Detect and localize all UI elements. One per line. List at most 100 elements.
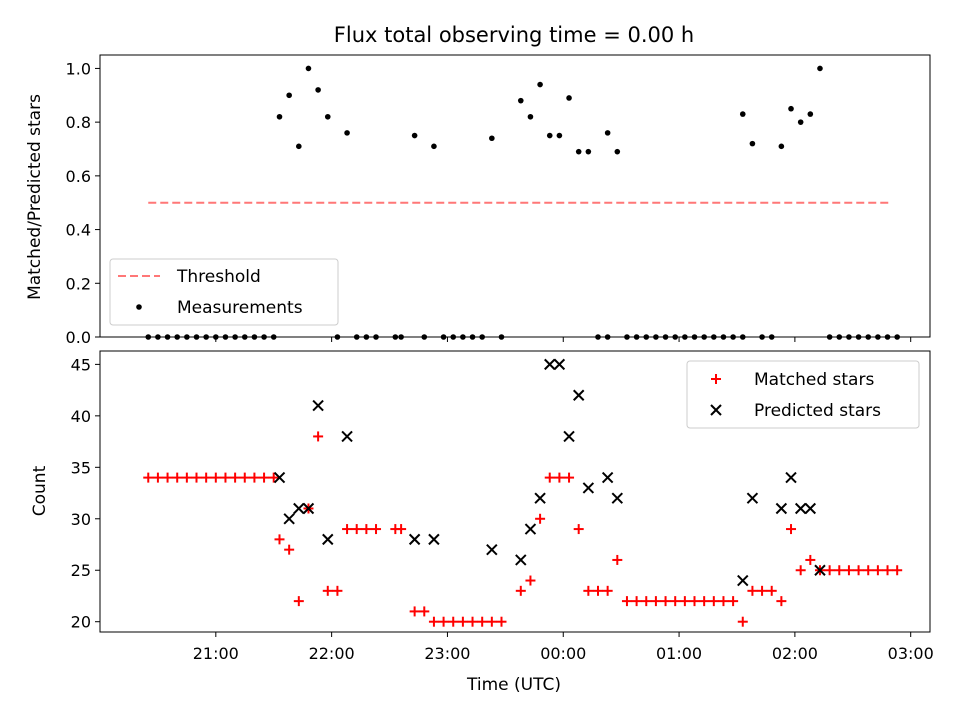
measurement-point xyxy=(469,334,476,340)
measurement-point xyxy=(276,113,283,120)
chart-title: Flux total observing time = 0.00 h xyxy=(334,23,694,47)
matched-star-point xyxy=(786,524,797,535)
matched-star-point xyxy=(419,606,430,617)
measurement-point xyxy=(875,334,881,340)
predicted-star-point xyxy=(293,502,305,515)
measurement-point xyxy=(807,111,814,117)
matched-star-point xyxy=(872,565,883,576)
bottom-plot-frame xyxy=(99,350,931,633)
legend-measurements-label: Measurements xyxy=(177,298,303,318)
measurement-point xyxy=(392,334,399,340)
matched-star-point xyxy=(641,596,652,607)
matched-star-point xyxy=(892,565,903,576)
predicted-star-point xyxy=(273,471,286,484)
measurement-point xyxy=(759,334,765,340)
matched-star-point xyxy=(409,606,420,617)
bottom-y-tick-label: 45 xyxy=(71,355,91,374)
measurement-point xyxy=(624,334,630,340)
predicted-star-point-b xyxy=(601,471,614,484)
matched-star-point xyxy=(210,472,221,483)
measurement-point xyxy=(846,334,852,340)
measurement-point xyxy=(517,97,524,104)
x-tick-label: 21:00 xyxy=(193,644,239,663)
measurement-point xyxy=(232,334,238,340)
matched-star-point xyxy=(486,616,497,627)
matched-star-point xyxy=(593,585,603,596)
predicted-star-point xyxy=(408,533,421,546)
matched-star-point xyxy=(766,585,777,596)
matched-star-point xyxy=(284,544,295,555)
predicted-star-point xyxy=(775,502,788,515)
matched-star-point xyxy=(757,585,768,596)
matched-star-point xyxy=(230,472,241,483)
matched-star-point xyxy=(564,472,575,483)
predicted-star-point xyxy=(428,533,440,546)
bottom-y-tick-label: 20 xyxy=(71,613,91,632)
predicted-star-point-b xyxy=(814,564,826,576)
x-axis-label: Time (UTC) xyxy=(466,675,561,695)
predicted-star-point xyxy=(814,564,826,576)
matched-star-point xyxy=(396,524,407,535)
matched-star-point xyxy=(689,596,700,607)
measurement-point xyxy=(296,143,302,150)
bottom-y-tick-label: 30 xyxy=(71,510,91,529)
measurement-point xyxy=(431,143,437,150)
matched-star-point xyxy=(181,472,192,483)
matched-star-point xyxy=(882,565,893,576)
measurement-point xyxy=(711,334,717,340)
measurement-point xyxy=(836,334,843,340)
predicted-star-point-b xyxy=(428,533,440,546)
matched-star-point xyxy=(259,472,270,483)
matched-star-point xyxy=(573,524,584,535)
matched-star-point xyxy=(843,565,854,576)
predicted-star-point xyxy=(572,389,585,401)
measurement-point xyxy=(315,87,321,93)
matched-star-point xyxy=(274,534,285,545)
predicted-star-point-b xyxy=(515,554,527,566)
measurement-point xyxy=(788,105,794,112)
predicted-star-point xyxy=(486,543,498,556)
matched-star-point xyxy=(631,596,642,607)
ratio-panel: 0.0 0.2 0.4 0.6 0.8 1.0 Threshold Measurements xyxy=(66,54,931,347)
legend-threshold-label: Threshold xyxy=(176,267,261,287)
matched-star-point xyxy=(361,524,372,535)
predicted-star-point-b xyxy=(302,502,315,515)
matched-star-point xyxy=(322,585,333,596)
top-y-axis-label: Matched/Predicted stars xyxy=(25,94,45,300)
bottom-legend-box xyxy=(686,360,920,429)
matched-star-point xyxy=(737,616,748,627)
predicted-star-point-b xyxy=(582,482,595,494)
x-tick-label: 00:00 xyxy=(540,644,586,663)
measurement-point xyxy=(701,334,707,340)
predicted-star-point xyxy=(283,513,295,525)
matched-star-point xyxy=(143,472,154,483)
predicted-star-point-b xyxy=(737,574,749,587)
matched-star-point xyxy=(824,565,835,576)
predicted-star-point xyxy=(534,492,546,504)
matched-star-point xyxy=(795,565,806,576)
measurement-point xyxy=(566,95,572,101)
measurement-point xyxy=(768,334,775,340)
measurement-point xyxy=(604,334,611,340)
measurement-point xyxy=(633,334,640,340)
measurement-point xyxy=(730,334,736,340)
predicted-star-point-b xyxy=(322,533,334,546)
measurement-point xyxy=(894,334,900,340)
matched-star-point xyxy=(863,565,874,576)
predicted-star-point xyxy=(553,358,566,371)
top-y-tick-label: 0.8 xyxy=(66,113,91,132)
predicted-star-point xyxy=(611,492,624,504)
matched-star-point xyxy=(544,472,555,483)
matched-star-point xyxy=(496,616,507,627)
measurement-point xyxy=(797,119,804,125)
predicted-star-point xyxy=(544,358,556,371)
measurement-point xyxy=(720,334,727,340)
measurement-point xyxy=(826,334,833,340)
matched-star-point xyxy=(535,513,546,524)
matched-star-point xyxy=(621,596,632,607)
measurement-point xyxy=(575,148,582,155)
measurement-point xyxy=(286,92,292,99)
matched-star-point xyxy=(525,575,536,586)
